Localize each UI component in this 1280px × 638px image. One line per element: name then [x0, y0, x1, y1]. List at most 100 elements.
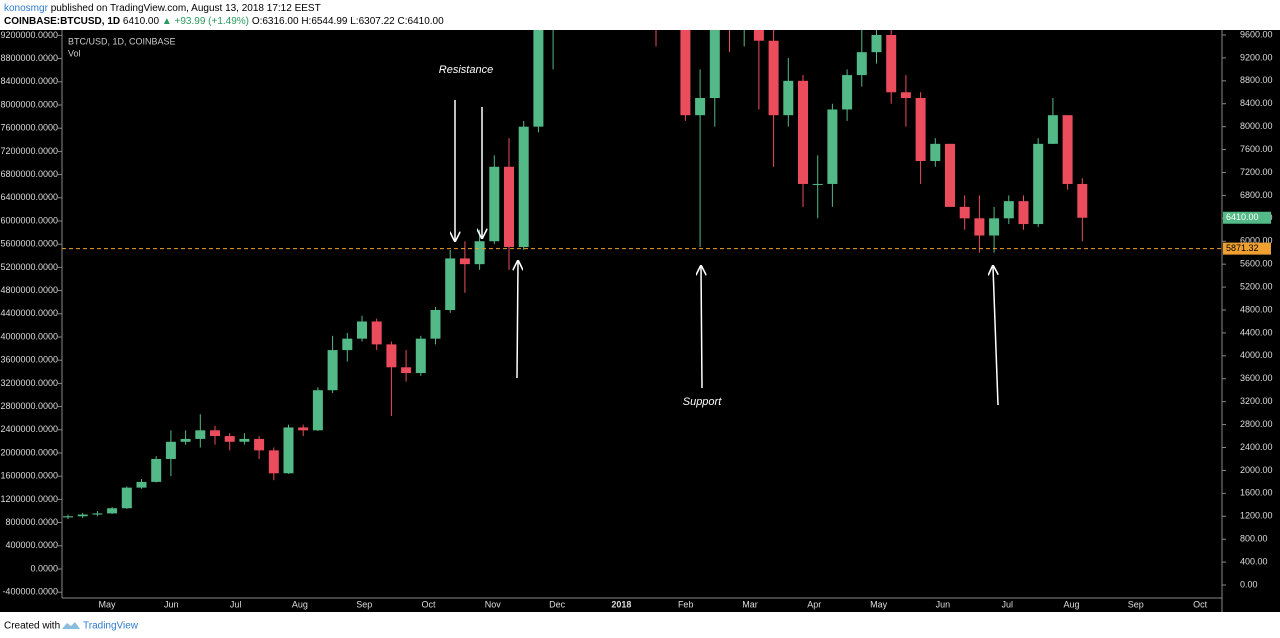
candle-body [1018, 201, 1029, 225]
candle-body [92, 513, 103, 515]
y2-tick-label: 5600000.0000 [0, 239, 58, 249]
y2-tick-label: 400000.0000 [5, 540, 58, 550]
candle-body [768, 40, 779, 116]
y-tick-label: 0.00 [1240, 579, 1258, 589]
tv-logo [62, 622, 80, 629]
y-tick-label: 1200.00 [1240, 511, 1273, 521]
symbol-line: COINBASE:BTCUSD, 1D 6410.00 ▲ +93.99 (+1… [4, 16, 444, 27]
candle-body [210, 430, 220, 437]
x-tick-label: Sep [1128, 599, 1144, 609]
y2-tick-label: 9200000.0000 [0, 30, 58, 40]
candle-body [680, 30, 691, 116]
y-tick-label: 8800.00 [1240, 75, 1273, 85]
candle-body [900, 92, 911, 99]
y-tick-label: 9200.00 [1240, 52, 1273, 62]
candle-body [974, 218, 985, 236]
support-tag [1223, 242, 1271, 255]
y-tick-label: 1600.00 [1240, 488, 1273, 498]
candle-body [827, 109, 838, 184]
candle-body [327, 350, 338, 391]
candle-body [1047, 115, 1058, 144]
candle-body [1003, 201, 1014, 219]
y2-tick-label: 4800000.0000 [0, 285, 58, 295]
open: O:6316.00 [252, 16, 299, 27]
resistance-label: Resistance [439, 64, 493, 76]
candle-body [856, 52, 867, 76]
footer-brand[interactable]: TradingView [83, 621, 139, 632]
candle-body [357, 321, 367, 339]
candle-body [151, 458, 162, 482]
candle-body [283, 427, 294, 474]
y-tick-label: 5200.00 [1240, 281, 1273, 291]
footer-bg [0, 612, 1280, 638]
x-tick-label: Jul [1001, 599, 1013, 609]
y2-tick-label: -400000.0000 [2, 587, 58, 597]
y2-tick-label: 8800000.0000 [0, 53, 58, 63]
y-tick-label: 3600.00 [1240, 373, 1273, 383]
last: 6410.00 [123, 16, 160, 27]
candle-body [180, 438, 191, 442]
volume-legend: Vol [68, 48, 81, 58]
arrow [993, 267, 999, 406]
y-tick-label: 3200.00 [1240, 396, 1273, 406]
last-price-label: 6410.00 [1226, 212, 1259, 222]
candle-body [1062, 115, 1073, 184]
candle-body [254, 438, 265, 451]
x-tick-label: Apr [807, 599, 821, 609]
candle-body [430, 310, 441, 339]
author[interactable]: konosmgr [4, 3, 49, 14]
candle-body [842, 75, 853, 110]
y-tick-label: 9600.00 [1240, 29, 1273, 39]
y2-tick-label: 5200000.0000 [0, 262, 58, 272]
candle-body [474, 241, 485, 265]
candle-body [812, 183, 823, 185]
y-tick-label: 800.00 [1240, 534, 1268, 544]
candle-body [268, 450, 279, 474]
y-tick-label: 4000.00 [1240, 350, 1273, 360]
y2-tick-label: 1600000.0000 [0, 471, 58, 481]
candle-body [401, 367, 412, 374]
x-tick-label: 2018 [611, 599, 631, 609]
y-tick-label: 2000.00 [1240, 465, 1273, 475]
x-tick-label: Jul [230, 599, 242, 609]
symbol: COINBASE:BTCUSD, 1D [4, 16, 120, 27]
x-tick-label: Jun [936, 599, 951, 609]
candle-body [371, 321, 382, 345]
candle-body [533, 30, 544, 127]
y2-tick-label: 800000.0000 [5, 517, 58, 527]
candle-body [445, 258, 456, 311]
close: C:6410.00 [398, 16, 445, 27]
low: L:6307.22 [350, 16, 395, 27]
y-tick-label: 2800.00 [1240, 419, 1273, 429]
candle-body [415, 338, 426, 374]
candle-body [930, 143, 941, 162]
candle-body [165, 441, 176, 459]
x-tick-label: Aug [292, 599, 308, 609]
last-price-tag [1223, 211, 1271, 224]
y-tick-label: 4400.00 [1240, 327, 1273, 337]
arrow [701, 267, 702, 389]
candle-body [63, 516, 73, 518]
candle-body [489, 166, 500, 242]
x-tick-label: Aug [1063, 599, 1079, 609]
candle-body [753, 30, 764, 41]
y-tick-label: 400.00 [1240, 556, 1268, 566]
y-tick-label: 4800.00 [1240, 304, 1273, 314]
y2-tick-label: 4000000.0000 [0, 331, 58, 341]
candle-body [695, 98, 706, 116]
y2-tick-label: 8000000.0000 [0, 99, 58, 109]
candle-body [945, 143, 955, 207]
y-tick-label: 5600.00 [1240, 259, 1273, 269]
candle-body [1077, 183, 1088, 218]
y2-tick-label: 7600000.0000 [0, 123, 58, 133]
candle-body [298, 427, 309, 431]
change: ▲ +93.99 (+1.49%) [162, 16, 249, 27]
support-label: Support [683, 396, 722, 408]
candle-body [342, 338, 353, 351]
candle-body [386, 344, 397, 368]
header-bg [0, 0, 1280, 30]
candle-body [709, 30, 720, 99]
x-tick-label: Feb [678, 599, 694, 609]
candle-body [1033, 143, 1044, 225]
